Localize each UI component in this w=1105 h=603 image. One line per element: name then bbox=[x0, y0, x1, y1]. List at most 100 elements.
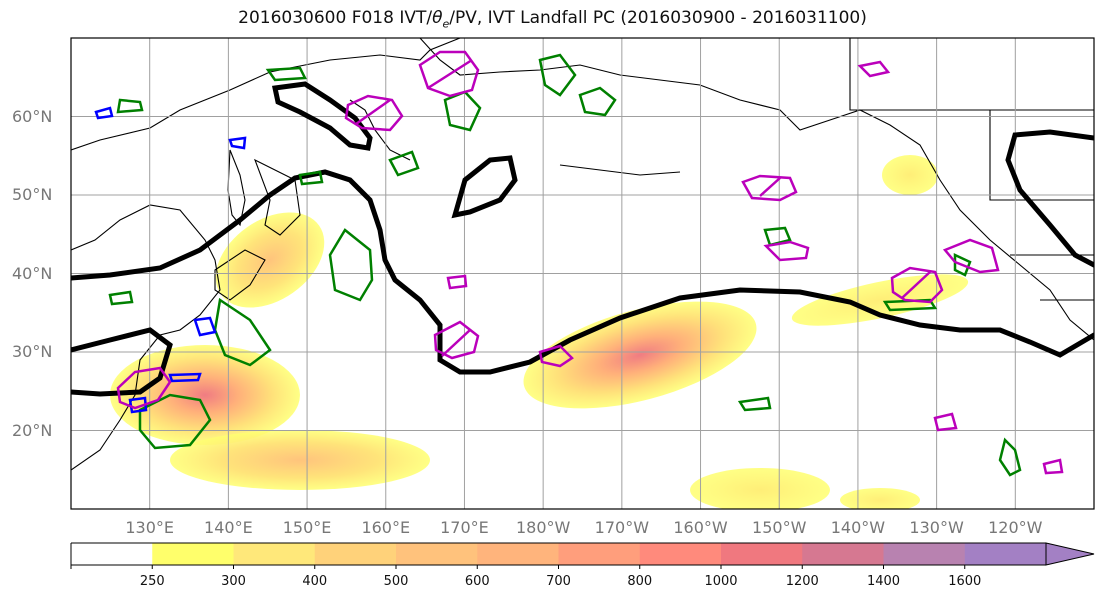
pv-magenta-2 bbox=[344, 94, 404, 132]
pv-magenta-7 bbox=[116, 366, 172, 410]
theta-e-contour-11 bbox=[388, 150, 420, 177]
pv-contour-main bbox=[71, 169, 1094, 375]
border-canada-us bbox=[989, 110, 1094, 201]
coast-japan bbox=[214, 249, 266, 301]
colorbar-tick-label: 1600 bbox=[948, 574, 982, 589]
theta-e-contour-13 bbox=[737, 396, 772, 412]
pv-contours bbox=[71, 81, 1094, 397]
colorbar-segment bbox=[396, 543, 478, 565]
theta-e-contour-9 bbox=[763, 226, 792, 247]
colorbar-segment bbox=[233, 543, 316, 565]
pv-contour-west bbox=[71, 327, 173, 397]
colorbar bbox=[70, 542, 1095, 569]
pv-contour-north-pacific bbox=[451, 155, 518, 219]
theta-e-contour-2 bbox=[138, 393, 212, 450]
colorbar-ticks bbox=[70, 565, 966, 569]
pv-magenta-contours bbox=[116, 50, 1064, 475]
lat-label: 40°N bbox=[12, 263, 53, 283]
pv-magenta-13 bbox=[1042, 458, 1064, 475]
theta-e-blue-2 bbox=[228, 136, 247, 150]
map-frame bbox=[70, 37, 1095, 510]
title-suffix: /PV, IVT Landfall PC (2016030900 - 20160… bbox=[449, 8, 867, 28]
colorbar-tick-label: 700 bbox=[546, 574, 571, 589]
colorbar-segment bbox=[152, 543, 234, 565]
lon-label: 160°W bbox=[673, 518, 728, 537]
colorbar-tick-label: 1200 bbox=[785, 574, 819, 589]
colorbar-tick-label: 1400 bbox=[866, 574, 901, 589]
title-prefix: 2016030600 F018 IVT/ bbox=[238, 8, 433, 28]
lon-label: 130°W bbox=[909, 518, 964, 537]
colorbar-segment bbox=[802, 543, 884, 565]
pv-magenta-9 bbox=[933, 412, 958, 432]
colorbar-segment bbox=[558, 543, 641, 565]
lon-label: 170°E bbox=[440, 518, 489, 537]
chart-title: 2016030600 F018 IVT/θe/PV, IVT Landfall … bbox=[0, 8, 1105, 30]
colorbar-segment bbox=[477, 543, 559, 565]
coast-aleutians bbox=[559, 164, 681, 176]
lon-label: 170°W bbox=[594, 518, 650, 537]
map-area bbox=[70, 37, 1095, 510]
colorbar-segment bbox=[639, 543, 722, 565]
pv-magenta-5 bbox=[942, 238, 1000, 274]
lon-label: 120°W bbox=[988, 518, 1043, 537]
theta-e-contour-1 bbox=[328, 228, 374, 302]
colorbar-tick-label: 250 bbox=[139, 574, 165, 589]
pv-magenta-3 bbox=[741, 174, 798, 202]
ivt-plume-west-pacific bbox=[110, 345, 300, 445]
pv-magenta-11 bbox=[763, 240, 810, 262]
lon-label: 160°E bbox=[361, 518, 411, 537]
theta-e-blue-4 bbox=[168, 372, 202, 383]
pv-magenta-10 bbox=[857, 60, 891, 78]
theta-e-contour-15 bbox=[953, 253, 972, 277]
theta-e-contour-6 bbox=[578, 86, 617, 117]
theta-e-contour-14 bbox=[116, 98, 144, 114]
colorbar-tick-label: 300 bbox=[221, 574, 246, 589]
lon-label: 140°W bbox=[830, 518, 886, 537]
theta-e-contour-7 bbox=[265, 66, 307, 82]
colorbar-segment bbox=[721, 543, 803, 565]
theta-e-blue-3 bbox=[193, 316, 217, 337]
colorbar-segment bbox=[964, 543, 1047, 565]
theta-e-blue-contours bbox=[94, 106, 247, 414]
theta-e-contour-10 bbox=[298, 170, 324, 186]
coast-north-america bbox=[419, 38, 1094, 341]
pv-magenta-4 bbox=[890, 266, 944, 304]
colorbar-extend-arrow bbox=[1045, 542, 1095, 566]
colorbar-tick-label: 400 bbox=[302, 574, 328, 589]
lat-label: 20°N bbox=[12, 420, 53, 440]
colorbar-segment bbox=[314, 543, 397, 565]
pv-contour-bering bbox=[271, 81, 373, 151]
colorbar-segment bbox=[71, 543, 153, 565]
colorbar-segments bbox=[71, 543, 1047, 565]
theta-e-blue-1 bbox=[94, 106, 114, 120]
ivt-plume-northeast-pacific bbox=[791, 274, 969, 326]
coast-canada bbox=[849, 38, 1094, 111]
colorbar-tick-label: 500 bbox=[383, 574, 409, 589]
colorbar-tick-label: 1000 bbox=[704, 574, 738, 589]
ivt-plume-gulf-alaska bbox=[882, 155, 938, 195]
lon-label: 130°E bbox=[125, 518, 175, 537]
coast-east-asia bbox=[71, 204, 221, 471]
colorbar-tick-label: 600 bbox=[464, 574, 490, 589]
theta-e-blue-5 bbox=[128, 396, 148, 414]
title-sub: e bbox=[442, 17, 450, 31]
theta-e-contour-8 bbox=[998, 437, 1022, 477]
pv-magenta-8 bbox=[538, 344, 574, 368]
lon-label: 180°W bbox=[515, 518, 571, 537]
theta-e-contour-16 bbox=[108, 290, 134, 306]
pv-magenta-1 bbox=[418, 50, 480, 98]
title-theta: θ bbox=[432, 8, 443, 28]
pv-contour-east bbox=[1005, 129, 1094, 268]
lat-label: 30°N bbox=[12, 342, 53, 361]
pv-magenta-6 bbox=[433, 320, 480, 360]
ivt-plume-subtropical-west bbox=[170, 430, 430, 490]
colorbar-segment bbox=[883, 543, 966, 565]
ivt-plume-japan bbox=[215, 212, 325, 308]
lon-label: 140°E bbox=[204, 518, 253, 537]
lon-label: 150°W bbox=[752, 518, 807, 537]
ivt-plume-southern bbox=[690, 468, 830, 509]
ivt-shading bbox=[110, 155, 969, 509]
lon-label: 150°E bbox=[282, 518, 332, 537]
lat-label: 50°N bbox=[12, 185, 53, 204]
